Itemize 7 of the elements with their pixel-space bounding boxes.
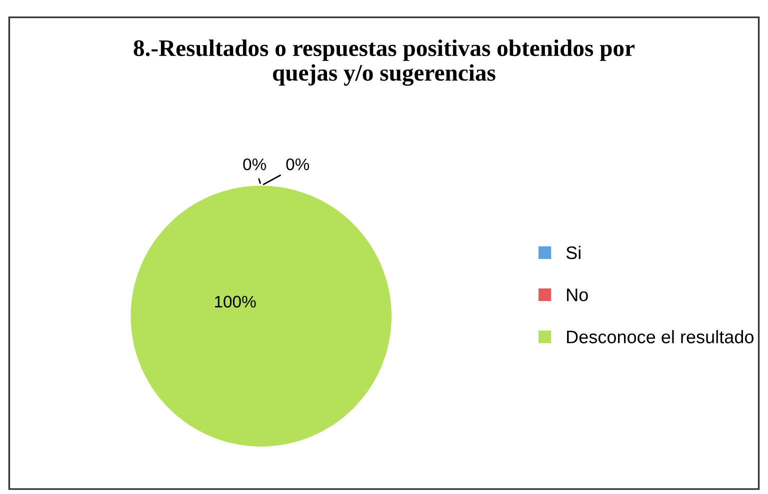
legend-label: No	[567, 288, 588, 302]
data-label: 100%	[214, 296, 256, 308]
text: 0%	[286, 158, 310, 170]
legend-label: Si	[566, 246, 580, 260]
legend-label: Desconoce el resultado	[567, 330, 754, 344]
text: 0%	[243, 158, 266, 170]
chart-title: 8.-Resultados o respuestas positivas obtenidos por quejas y/o sugerencias	[134, 40, 635, 86]
